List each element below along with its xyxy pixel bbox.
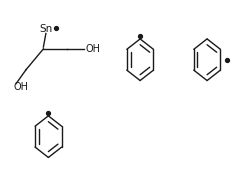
Text: OH: OH [14, 82, 29, 92]
Text: OH: OH [86, 44, 100, 54]
Text: Sn: Sn [39, 24, 53, 34]
